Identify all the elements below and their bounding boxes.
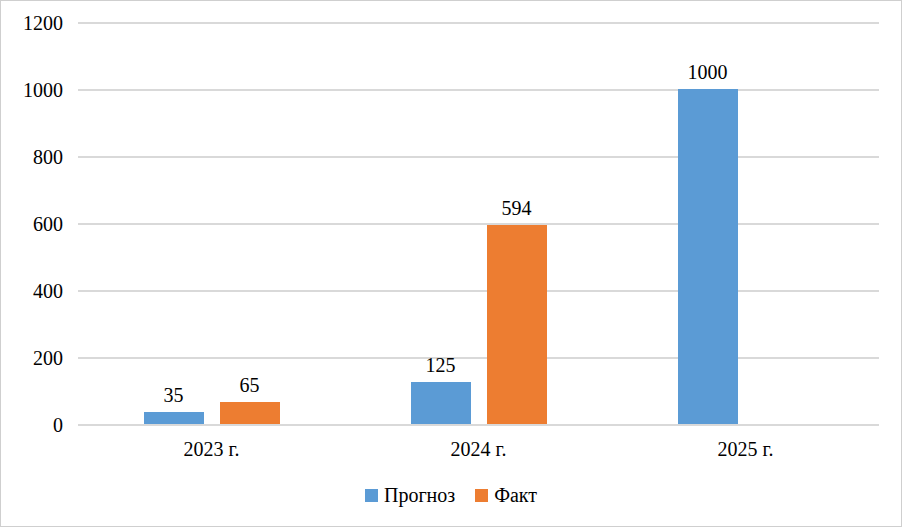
bar-value-label-prognoz-2023: 35 xyxy=(164,384,184,406)
bar-prognoz-2024 xyxy=(411,382,471,424)
x-axis-label-2024: 2024 г. xyxy=(451,436,507,462)
bar-prognoz-2023 xyxy=(144,412,204,424)
y-tick-label-0: 0 xyxy=(1,412,63,438)
legend-item-prognoz: Прогноз xyxy=(365,483,455,507)
gridline-0 xyxy=(78,424,879,426)
y-tick-label-600: 600 xyxy=(1,211,63,237)
gridline-800 xyxy=(78,156,879,158)
x-axis-label-2025: 2025 г. xyxy=(718,436,774,462)
gridline-1200 xyxy=(78,22,879,24)
y-tick-label-1200: 1200 xyxy=(1,10,63,36)
gridline-1000 xyxy=(78,89,879,91)
x-axis: 2023 г. 2024 г. 2025 г. xyxy=(1,436,901,462)
y-axis: 0 200 400 600 800 1000 1200 xyxy=(1,1,63,451)
legend-label-prognoz: Прогноз xyxy=(384,483,455,507)
legend: Прогноз Факт xyxy=(1,483,901,507)
bar-chart: 35 65 125 594 1000 0 200 400 600 800 1000 1200 202… xyxy=(0,0,902,527)
gridline-200 xyxy=(78,357,879,359)
plot-area: 35 65 125 594 1000 xyxy=(78,23,879,425)
bar-value-label-prognoz-2024: 125 xyxy=(426,354,456,376)
bar-prognoz-2025 xyxy=(678,89,738,424)
bar-fakt-2023 xyxy=(220,402,280,424)
bar-fakt-2024 xyxy=(487,225,547,424)
legend-item-fakt: Факт xyxy=(475,483,537,507)
y-tick-label-800: 800 xyxy=(1,144,63,170)
x-axis-label-2023: 2023 г. xyxy=(184,436,240,462)
y-tick-label-400: 400 xyxy=(1,278,63,304)
legend-color-swatch-prognoz xyxy=(365,489,378,502)
gridline-600 xyxy=(78,223,879,225)
bar-value-label-fakt-2024: 594 xyxy=(502,197,532,219)
y-tick-label-200: 200 xyxy=(1,345,63,371)
bar-value-label-fakt-2023: 65 xyxy=(240,374,260,396)
gridline-400 xyxy=(78,290,879,292)
legend-label-fakt: Факт xyxy=(494,483,537,507)
y-tick-label-1000: 1000 xyxy=(1,77,63,103)
legend-color-swatch-fakt xyxy=(475,489,488,502)
bar-value-label-prognoz-2025: 1000 xyxy=(688,61,728,83)
